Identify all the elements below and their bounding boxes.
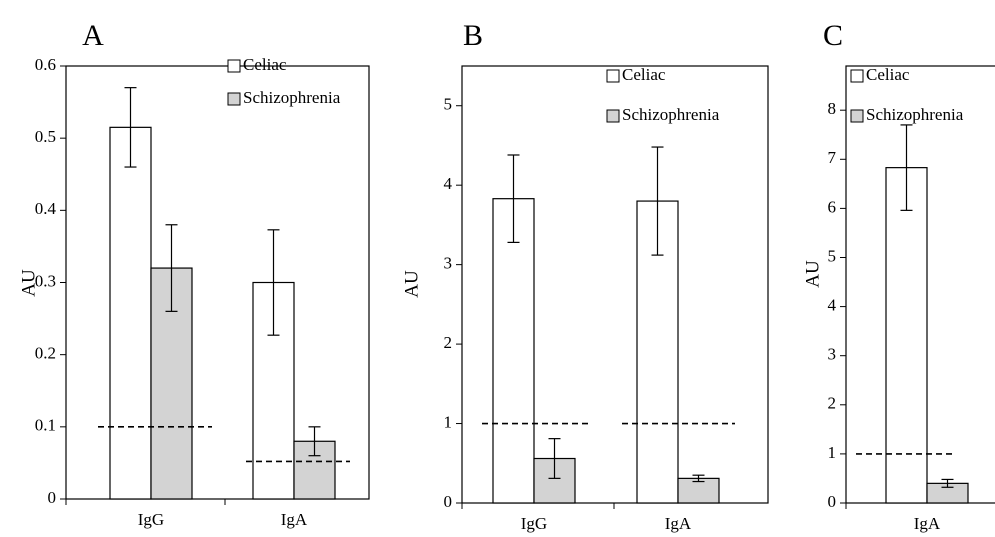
legend-label: Schizophrenia [243, 88, 341, 107]
legend-label: Celiac [622, 65, 666, 84]
y-axis-label: AU [18, 269, 39, 297]
y-tick-label: 0.3 [35, 271, 56, 290]
legend-label: Celiac [243, 55, 287, 74]
y-axis-label: AU [802, 260, 823, 288]
y-axis-label: AU [401, 270, 422, 298]
legend-swatch [606, 69, 620, 83]
y-tick-label: 1 [828, 443, 837, 462]
y-tick-label: 0.2 [35, 344, 56, 363]
y-tick-label: 5 [444, 95, 453, 114]
y-tick-label: 6 [828, 197, 837, 216]
panel-letter: C [823, 19, 843, 52]
y-tick-label: 8 [828, 99, 837, 118]
y-tick-label: 0 [48, 488, 57, 507]
panel-letter: A [82, 19, 104, 52]
legend-label: Celiac [866, 65, 910, 84]
y-tick-label: 0.4 [35, 199, 57, 218]
x-category-label: IgA [281, 510, 308, 529]
y-tick-label: 0.6 [35, 55, 56, 74]
legend-swatch [606, 109, 620, 123]
bar-schizophrenia-iga [677, 477, 720, 504]
y-tick-label: 2 [444, 333, 453, 352]
y-tick-label: 3 [444, 254, 453, 273]
y-tick-label: 2 [828, 394, 837, 413]
y-tick-label: 7 [828, 148, 837, 167]
y-tick-label: 0.1 [35, 416, 56, 435]
chart-panel-c: C 0 1 2 3 4 5 6 7 8 AU IgA Celiac Schizophrenia [802, 19, 995, 533]
legend-swatch [227, 92, 241, 106]
x-category-label: IgG [521, 514, 547, 533]
bar-celiac-igg [492, 198, 535, 504]
bar-celiac-iga [885, 167, 928, 504]
y-tick-label: 4 [828, 296, 837, 315]
y-tick-label: 4 [444, 174, 453, 193]
plot-frame [461, 65, 769, 504]
legend-swatch [850, 109, 864, 123]
x-category-label: IgG [138, 510, 164, 529]
panel-letter: B [463, 19, 483, 52]
legend-label: Schizophrenia [622, 105, 720, 124]
chart-panel-b: B 0 1 2 3 4 5 AU IgG IgA Celiac Schizophrenia [401, 19, 769, 533]
y-tick-label: 1 [444, 412, 453, 431]
legend-swatch [227, 59, 241, 73]
y-tick-label: 0 [828, 492, 837, 511]
y-tick-label: 3 [828, 345, 837, 364]
y-tick-label: 0 [444, 492, 453, 511]
chart-panel-a: A 0 0.1 0.2 0.3 0.4 0.5 0.6 AU IgG IgA Celiac Schizo… [18, 19, 370, 529]
legend-swatch [850, 69, 864, 83]
x-category-label: IgA [665, 514, 692, 533]
bar-celiac-igg [109, 126, 152, 500]
y-tick-label: 0.5 [35, 127, 56, 146]
x-category-label: IgA [914, 514, 941, 533]
legend-label: Schizophrenia [866, 105, 964, 124]
y-tick-label: 5 [828, 246, 837, 265]
